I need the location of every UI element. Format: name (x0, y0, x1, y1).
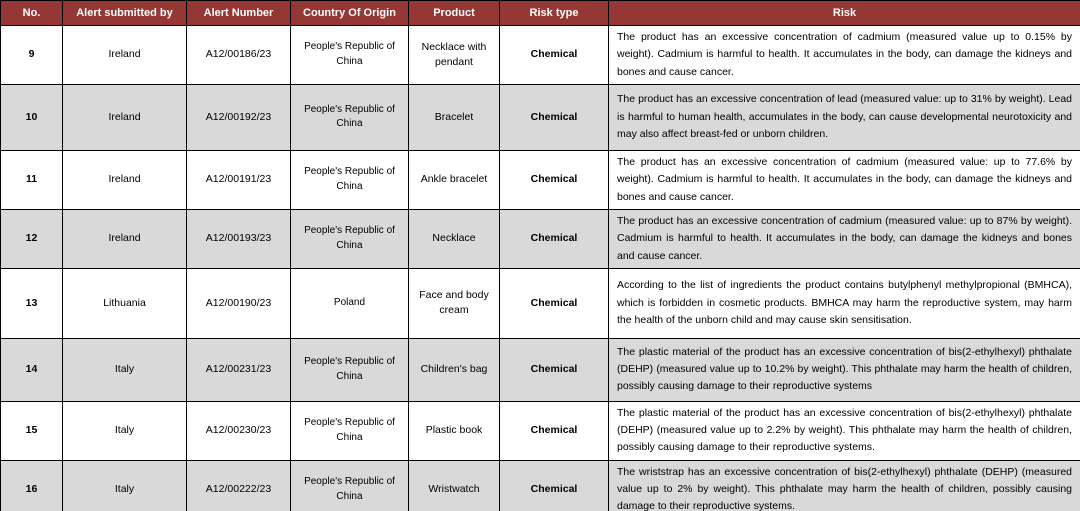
cell-alert-submitted-by: Italy (62, 400, 187, 461)
cell-no: 9 (0, 25, 63, 85)
cell-alert-submitted-by: Italy (62, 337, 187, 402)
cell-no: 15 (0, 400, 63, 461)
cell-risk-type: Chemical (499, 337, 609, 402)
cell-risk: The plastic material of the product has … (608, 337, 1080, 402)
cell-no: 13 (0, 267, 63, 339)
cell-no: 16 (0, 459, 63, 511)
cell-alert-submitted-by: Lithuania (62, 267, 187, 339)
cell-risk-type: Chemical (499, 149, 609, 210)
cell-risk: The product has an excessive concentrati… (608, 25, 1080, 85)
table-row: 15 Italy A12/00230/23 People's Republic … (0, 400, 1080, 461)
table-row: 14 Italy A12/00231/23 People's Republic … (0, 337, 1080, 402)
table-row: 13 Lithuania A12/00190/23 Poland Face an… (0, 267, 1080, 339)
cell-country-of-origin: People's Republic of China (290, 208, 409, 269)
cell-alert-number: A12/00193/23 (186, 208, 291, 269)
cell-no: 12 (0, 208, 63, 269)
table-row: 16 Italy A12/00222/23 People's Republic … (0, 459, 1080, 511)
cell-risk-type: Chemical (499, 400, 609, 461)
col-header-risk-type: Risk type (499, 0, 609, 26)
cell-no: 11 (0, 149, 63, 210)
cell-risk-type: Chemical (499, 25, 609, 85)
cell-country-of-origin: People's Republic of China (290, 337, 409, 402)
cell-alert-number: A12/00230/23 (186, 400, 291, 461)
cell-country-of-origin: Poland (290, 267, 409, 339)
cell-alert-number: A12/00191/23 (186, 149, 291, 210)
cell-product: Plastic book (408, 400, 500, 461)
col-header-product: Product (408, 0, 500, 26)
cell-alert-submitted-by: Italy (62, 459, 187, 511)
table-header-row: No. Alert submitted by Alert Number Coun… (0, 0, 1080, 26)
cell-alert-number: A12/00192/23 (186, 83, 291, 151)
cell-product: Ankle bracelet (408, 149, 500, 210)
col-header-country-of-origin: Country Of Origin (290, 0, 409, 26)
col-header-risk: Risk (608, 0, 1080, 26)
col-header-no: No. (0, 0, 63, 26)
cell-alert-number: A12/00231/23 (186, 337, 291, 402)
cell-alert-submitted-by: Ireland (62, 25, 187, 85)
cell-risk: The product has an excessive concentrati… (608, 208, 1080, 269)
cell-risk: The product has an excessive concentrati… (608, 83, 1080, 151)
table-row: 12 Ireland A12/00193/23 People's Republi… (0, 208, 1080, 269)
cell-product: Wristwatch (408, 459, 500, 511)
cell-product: Necklace with pendant (408, 25, 500, 85)
cell-risk: The plastic material of the product has … (608, 400, 1080, 461)
cell-product: Necklace (408, 208, 500, 269)
cell-risk: The product has an excessive concentrati… (608, 149, 1080, 210)
cell-alert-submitted-by: Ireland (62, 149, 187, 210)
cell-country-of-origin: People's Republic of China (290, 459, 409, 511)
cell-risk-type: Chemical (499, 83, 609, 151)
cell-product: Bracelet (408, 83, 500, 151)
cell-country-of-origin: People's Republic of China (290, 83, 409, 151)
cell-no: 10 (0, 83, 63, 151)
cell-alert-number: A12/00186/23 (186, 25, 291, 85)
cell-alert-number: A12/00222/23 (186, 459, 291, 511)
cell-alert-number: A12/00190/23 (186, 267, 291, 339)
cell-risk: The wriststrap has an excessive concentr… (608, 459, 1080, 511)
cell-product: Face and body cream (408, 267, 500, 339)
cell-risk-type: Chemical (499, 208, 609, 269)
table-row: 11 Ireland A12/00191/23 People's Republi… (0, 149, 1080, 210)
cell-country-of-origin: People's Republic of China (290, 149, 409, 210)
cell-alert-submitted-by: Ireland (62, 83, 187, 151)
cell-no: 14 (0, 337, 63, 402)
cell-risk: According to the list of ingredients the… (608, 267, 1080, 339)
col-header-alert-number: Alert Number (186, 0, 291, 26)
cell-alert-submitted-by: Ireland (62, 208, 187, 269)
table-row: 9 Ireland A12/00186/23 People's Republic… (0, 25, 1080, 85)
cell-risk-type: Chemical (499, 459, 609, 511)
cell-country-of-origin: People's Republic of China (290, 25, 409, 85)
cell-risk-type: Chemical (499, 267, 609, 339)
cell-product: Children's bag (408, 337, 500, 402)
table-row: 10 Ireland A12/00192/23 People's Republi… (0, 83, 1080, 151)
cell-country-of-origin: People's Republic of China (290, 400, 409, 461)
col-header-alert-submitted-by: Alert submitted by (62, 0, 187, 26)
